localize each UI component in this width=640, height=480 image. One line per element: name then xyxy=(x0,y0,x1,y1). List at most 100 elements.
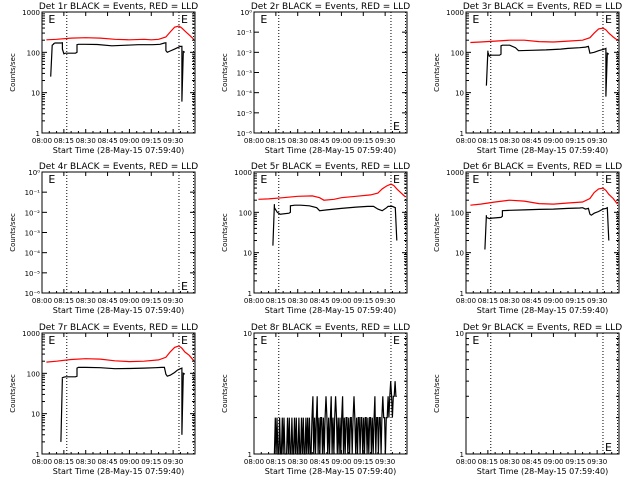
y-tick-label: 1000 xyxy=(446,169,464,177)
event-marker-label: E xyxy=(260,13,267,26)
x-tick-label: 08:15 xyxy=(478,458,498,466)
x-tick-label: 09:30 xyxy=(375,297,395,305)
x-tick-label: 09:30 xyxy=(163,458,183,466)
y-tick-label: 100 xyxy=(27,49,40,57)
x-axis-label: Start Time (28-May-15 07:59:40) xyxy=(53,306,184,315)
x-tick-label: 08:15 xyxy=(54,458,74,466)
events-series-line xyxy=(272,204,398,246)
y-tick-label: 1 xyxy=(460,130,464,138)
axes-frame xyxy=(253,171,408,294)
events-series-line xyxy=(484,206,610,250)
event-marker-label: E xyxy=(605,441,612,454)
panel-det-7: Det 7r BLACK = Events, RED = LLD 08:00 08:… xyxy=(9,323,198,476)
event-marker-label: E xyxy=(260,173,267,186)
event-marker-label: E xyxy=(48,173,55,186)
lld-series-line xyxy=(258,183,406,201)
y-tick-label: 1000 xyxy=(22,330,40,338)
panel-title: Det 1r BLACK = Events, RED = LLD xyxy=(39,2,198,12)
x-axis-label: Start Time (28-May-15 07:59:40) xyxy=(477,467,608,476)
y-tick-label: 10 xyxy=(243,330,252,338)
x-tick-label: 08:45 xyxy=(97,297,117,305)
event-marker-label: E xyxy=(181,334,188,347)
y-tick-label: 1 xyxy=(460,451,464,459)
y-tick-label: 10 xyxy=(31,411,40,419)
x-tick-label: 08:30 xyxy=(288,137,308,145)
event-marker-label: E xyxy=(393,173,400,186)
x-tick-label: 09:00 xyxy=(331,297,351,305)
y-tick-label: 100 xyxy=(27,370,40,378)
x-tick-label: 09:15 xyxy=(141,458,161,466)
x-axis-label: Start Time (28-May-15 07:59:40) xyxy=(53,146,184,155)
x-tick-label: 08:15 xyxy=(54,137,74,145)
x-tick-label: 08:15 xyxy=(478,297,498,305)
x-tick-label: 08:00 xyxy=(32,137,52,145)
x-tick-label: 08:30 xyxy=(500,137,520,145)
y-axis-label: Counts/sec xyxy=(433,374,441,413)
y-tick-label: 10⁻³ xyxy=(25,230,41,238)
lld-series-line xyxy=(46,25,194,41)
y-tick-label: 10⁻¹ xyxy=(237,29,253,37)
x-tick-label: 08:15 xyxy=(266,297,286,305)
y-axis-label: Counts/sec xyxy=(221,213,229,252)
y-tick-label: 10⁻⁶ xyxy=(25,290,41,298)
x-tick-label: 08:00 xyxy=(456,458,476,466)
x-tick-label: 09:30 xyxy=(375,137,395,145)
x-tick-label: 09:00 xyxy=(331,458,351,466)
events-series-line xyxy=(273,381,397,455)
y-tick-label: 100 xyxy=(451,49,464,57)
x-tick-label: 08:15 xyxy=(54,297,74,305)
event-marker-label: E xyxy=(472,13,479,26)
x-tick-label: 09:00 xyxy=(119,297,139,305)
y-tick-label: 1 xyxy=(36,130,40,138)
events-series-line xyxy=(50,42,186,102)
y-tick-label: 1 xyxy=(248,290,252,298)
x-tick-label: 09:00 xyxy=(119,458,139,466)
panel-title: Det 7r BLACK = Events, RED = LLD xyxy=(39,323,198,333)
event-marker-label: E xyxy=(605,13,612,26)
y-tick-label: 10 xyxy=(31,90,40,98)
x-tick-label: 08:30 xyxy=(500,297,520,305)
x-tick-label: 08:45 xyxy=(97,137,117,145)
event-marker-label: E xyxy=(472,173,479,186)
axes-frame xyxy=(465,11,620,134)
x-tick-label: 08:45 xyxy=(521,458,541,466)
x-tick-label: 09:00 xyxy=(543,137,563,145)
x-tick-label: 09:30 xyxy=(587,297,607,305)
y-axis-label: Counts/sec xyxy=(433,53,441,92)
x-tick-label: 09:30 xyxy=(587,458,607,466)
event-marker-label: E xyxy=(472,334,479,347)
y-tick-label: 1 xyxy=(36,451,40,459)
y-axis-label: Counts/sec xyxy=(9,53,17,92)
event-marker-label: E xyxy=(48,334,55,347)
x-axis-label: Start Time (28-May-15 07:59:40) xyxy=(477,306,608,315)
y-axis-label: Counts/sec xyxy=(221,374,229,413)
y-tick-label: 10⁻⁵ xyxy=(237,110,253,118)
x-tick-label: 08:45 xyxy=(521,137,541,145)
axes-frame xyxy=(253,332,408,455)
y-tick-label: 10⁻² xyxy=(237,49,253,57)
x-tick-label: 08:00 xyxy=(244,297,264,305)
y-tick-label: 10⁻³ xyxy=(237,70,253,78)
x-tick-label: 09:00 xyxy=(119,137,139,145)
y-tick-label: 10 xyxy=(455,250,464,258)
x-tick-label: 08:15 xyxy=(266,137,286,145)
event-marker-label: E xyxy=(605,173,612,186)
panel-title: Det 4r BLACK = Events, RED = LLD xyxy=(39,162,198,172)
x-tick-label: 09:30 xyxy=(375,458,395,466)
panel-title: Det 9r BLACK = Events, RED = LLD xyxy=(463,323,622,333)
y-axis-label: Counts/sec xyxy=(9,374,17,413)
y-axis-label: Counts/sec xyxy=(433,213,441,252)
x-tick-label: 09:15 xyxy=(353,297,373,305)
x-tick-label: 08:30 xyxy=(288,458,308,466)
x-tick-label: 08:00 xyxy=(32,458,52,466)
x-tick-label: 08:15 xyxy=(478,137,498,145)
event-marker-label: E xyxy=(181,280,188,293)
